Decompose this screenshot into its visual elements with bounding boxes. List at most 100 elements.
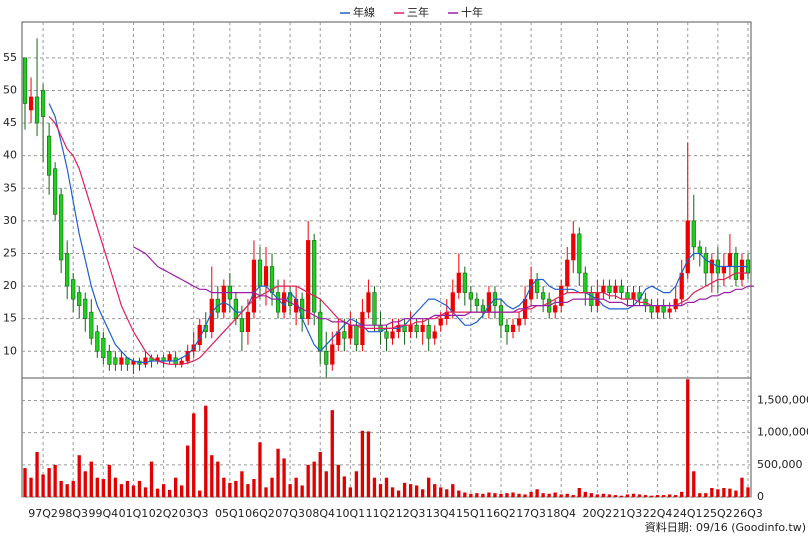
volume-bar [192, 413, 196, 497]
volume-bar [529, 491, 533, 497]
candle-body [613, 285, 618, 293]
candle-body [667, 308, 672, 313]
volume-bar [246, 484, 250, 497]
candle-body [239, 318, 245, 333]
volume-bar [23, 468, 27, 497]
volume-bar [547, 493, 551, 497]
volume-bar [222, 477, 226, 497]
candle-body [414, 324, 419, 333]
volume-bar [716, 489, 720, 497]
candle-body [263, 266, 269, 287]
ma-line [48, 116, 748, 365]
x-tick-label: 07Q3 [275, 507, 305, 520]
candle-body [275, 292, 281, 313]
volume-bar [240, 471, 244, 497]
footnote: 資料日期: 09/16 (Goodinfo.tw) [645, 520, 806, 534]
candle-body [426, 324, 431, 339]
volume-bar [499, 493, 503, 497]
x-tick-label: 24Q1 [673, 507, 703, 520]
volume-bar [661, 495, 666, 497]
candle-body [691, 220, 696, 248]
candle-body [703, 253, 708, 274]
volume-bar [294, 477, 298, 497]
volume-bar [186, 445, 190, 497]
y-tick-label: 40 [3, 149, 17, 162]
volume-bar [649, 495, 654, 497]
y-tick-label: 30 [3, 214, 17, 227]
volume-bar [282, 458, 286, 497]
candle-body [47, 135, 52, 176]
candle-body [408, 324, 413, 333]
volume-bar [234, 480, 238, 497]
volume-bar [680, 491, 684, 497]
candle-body [77, 292, 82, 306]
volume-bar [631, 493, 636, 497]
candle-body [685, 220, 690, 274]
candle-body [40, 90, 46, 117]
candle-body [342, 331, 347, 339]
candle-body [571, 233, 576, 261]
volume-bar [288, 484, 292, 497]
candle-body [565, 259, 570, 287]
volume-bar [125, 480, 130, 497]
volume-bar [131, 485, 136, 497]
candle-body [34, 96, 40, 124]
volume-bar [463, 492, 467, 497]
candle-body [553, 305, 558, 313]
candle-body [366, 292, 371, 313]
candle-body [245, 311, 251, 333]
candle-body [167, 354, 172, 362]
candle-body [28, 96, 34, 111]
volume-bar [541, 493, 545, 497]
candle-body [354, 324, 359, 346]
candle-body [721, 266, 726, 274]
candle-body [324, 350, 329, 365]
volume-bar [475, 493, 479, 497]
candle-body [71, 279, 76, 300]
candle-body [348, 324, 353, 339]
candle-body [619, 285, 624, 293]
volume-bar [173, 477, 178, 497]
x-tick-label: 26Q3 [733, 507, 763, 520]
volume-bar [487, 492, 491, 497]
candle-body [251, 259, 257, 313]
volume-bar [553, 492, 557, 497]
candle-body [727, 253, 733, 267]
volume-bar [276, 448, 280, 497]
x-tick-label: 99Q4 [89, 507, 119, 520]
y-tick-label: 25 [3, 246, 17, 259]
x-tick-label: 12Q3 [396, 507, 426, 520]
volume-bar [113, 477, 118, 497]
candle-body [95, 331, 100, 352]
x-tick-label: 20Q2 [583, 507, 613, 520]
volume-bar [565, 493, 569, 497]
volume-bar [686, 379, 690, 497]
volume-bar [451, 484, 455, 497]
candle-body [456, 272, 461, 293]
volume-bar [336, 464, 340, 497]
candle-body [486, 292, 492, 313]
x-tick-label: 22Q4 [643, 507, 673, 520]
volume-bar [312, 461, 316, 497]
volume-bar [674, 495, 678, 497]
volume-bar [348, 487, 353, 497]
candle-body [498, 305, 504, 326]
x-tick-label: 02Q2 [149, 507, 179, 520]
y-tick-label: 45 [3, 116, 17, 129]
candle-body [59, 194, 64, 261]
x-tick-label: 13Q4 [426, 507, 456, 520]
volume-bar [47, 468, 51, 497]
volume-bar [252, 478, 256, 497]
x-tick-label: 15Q1 [456, 507, 486, 520]
candle-body [107, 350, 112, 365]
volume-bar [300, 485, 304, 497]
candle-body [119, 357, 124, 365]
volume-bar [517, 493, 521, 497]
candle-body [22, 57, 28, 104]
volume-bar [29, 477, 33, 497]
candle-body [655, 305, 660, 313]
candle-body [541, 292, 546, 300]
candle-body [739, 259, 745, 280]
volume-bar [204, 405, 208, 497]
